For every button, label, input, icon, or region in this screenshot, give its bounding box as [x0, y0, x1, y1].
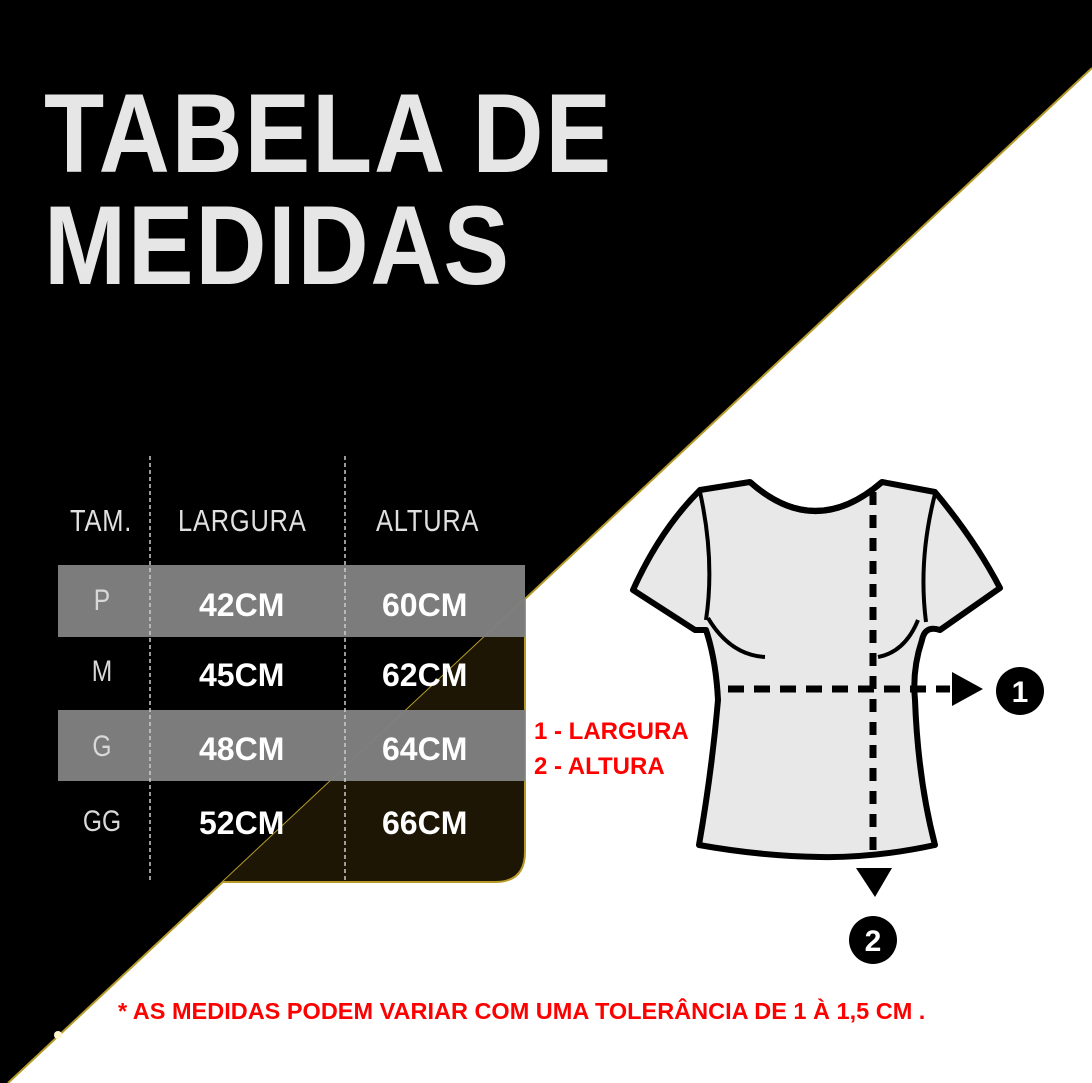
marker-1-circle	[996, 667, 1044, 715]
height-gg: 66CM	[382, 805, 468, 841]
tolerance-note: * AS MEDIDAS PODEM VARIAR COM UMA TOLERÂ…	[118, 998, 926, 1024]
shirt-diagram: 1 2	[630, 479, 1044, 964]
size-gg: GG	[82, 805, 122, 838]
width-g: 48CM	[199, 731, 285, 767]
marker-1-label: 1	[1012, 676, 1029, 709]
legend-width: 1 - LARGURA	[534, 718, 689, 745]
page-title-line2: MEDIDAS	[44, 183, 511, 308]
arrow-right-icon	[952, 672, 983, 706]
width-m: 45CM	[199, 657, 285, 693]
arrow-down-icon	[856, 868, 892, 897]
height-m: 62CM	[382, 657, 468, 693]
width-gg: 52CM	[199, 805, 285, 841]
row-highlight-g	[58, 710, 525, 781]
page-title-line1: TABELA DE	[44, 71, 613, 196]
size-m: M	[91, 655, 113, 688]
marker-2-label: 2	[865, 925, 882, 958]
shirt-icon	[630, 479, 1003, 861]
row-highlight-p	[58, 565, 525, 637]
width-p: 42CM	[199, 587, 285, 623]
header-size: TAM.	[70, 503, 133, 538]
size-p: P	[93, 584, 111, 617]
height-g: 64CM	[382, 731, 468, 767]
header-height: ALTURA	[376, 503, 480, 538]
size-g: G	[92, 730, 112, 763]
marker-2-circle	[849, 916, 897, 964]
legend-height: 2 - ALTURA	[534, 753, 665, 780]
header-width: LARGURA	[178, 503, 307, 538]
height-p: 60CM	[382, 587, 468, 623]
